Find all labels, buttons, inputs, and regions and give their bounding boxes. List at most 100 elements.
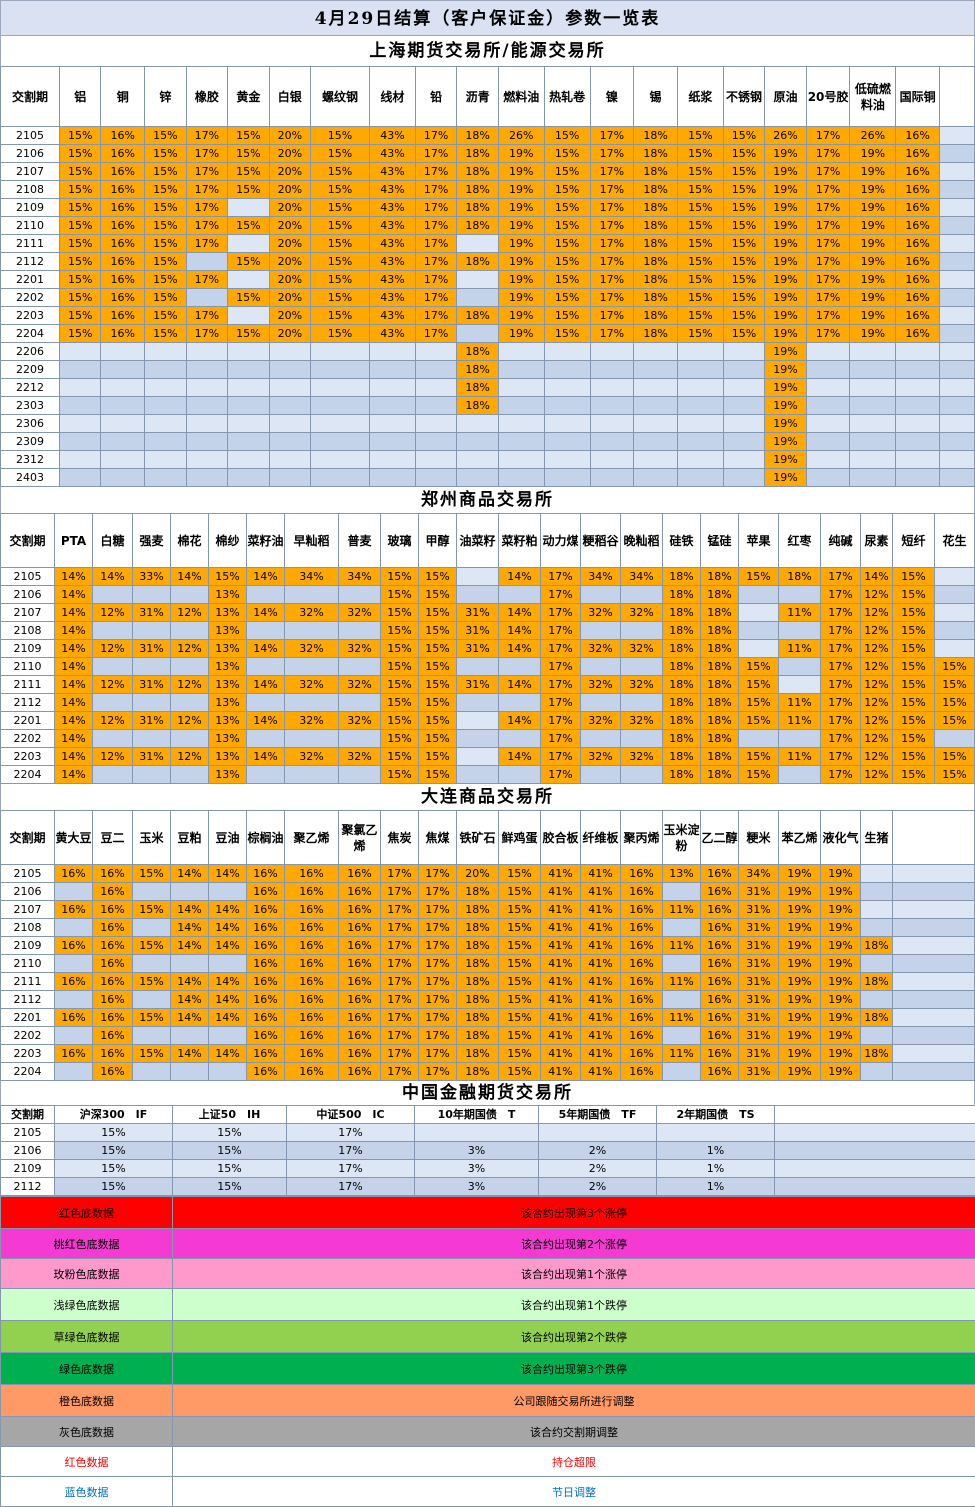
margin-cell: 17% (821, 604, 861, 622)
margin-cell (415, 469, 456, 487)
column-header: 晚籼稻 (621, 514, 663, 568)
margin-cell: 17% (419, 955, 457, 973)
margin-cell: 15% (723, 145, 764, 163)
margin-cell: 19% (779, 955, 821, 973)
margin-cell (498, 343, 544, 361)
margin-cell (145, 343, 186, 361)
legend-description: 该合约出现第3个跌停 (173, 1353, 975, 1385)
margin-cell (228, 343, 269, 361)
margin-cell: 17% (821, 694, 861, 712)
legend-description: 该合约出现第1个涨停 (173, 1259, 975, 1289)
margin-cell (285, 694, 339, 712)
margin-cell: 32% (285, 640, 339, 658)
margin-cell: 15% (544, 325, 590, 343)
margin-cell: 15% (311, 325, 370, 343)
margin-cell: 15% (544, 163, 590, 181)
dce-table: 交割期黄大豆豆二玉米豆粕豆油棕榈油聚乙烯聚氯乙烯焦炭焦煤铁矿石鲜鸡蛋胶合板纤维板… (0, 810, 975, 1081)
legend-label: 蓝色数据 (1, 1477, 173, 1507)
margin-cell: 20% (269, 163, 310, 181)
margin-cell (634, 397, 678, 415)
margin-cell: 20% (457, 865, 499, 883)
margin-cell: 17% (419, 919, 457, 937)
delivery-period-cell: 2110 (1, 658, 55, 676)
margin-cell: 32% (339, 604, 381, 622)
margin-cell: 16% (621, 919, 663, 937)
margin-cell: 18% (457, 217, 498, 235)
margin-cell: 16% (896, 181, 940, 199)
margin-cell: 15% (381, 568, 419, 586)
column-header: PTA (55, 514, 93, 568)
margin-cell: 20% (269, 181, 310, 199)
margin-cell: 17% (186, 199, 227, 217)
margin-cell: 19% (779, 1027, 821, 1045)
margin-cell: 16% (101, 235, 145, 253)
margin-cell: 17% (419, 973, 457, 991)
margin-cell: 19% (850, 253, 896, 271)
margin-cell: 15% (381, 712, 419, 730)
margin-cell: 16% (101, 289, 145, 307)
column-header: 苯乙烯 (779, 811, 821, 865)
margin-cell: 32% (621, 748, 663, 766)
margin-cell: 14% (171, 991, 209, 1009)
column-header: 甲醇 (419, 514, 457, 568)
margin-cell: 15% (145, 289, 186, 307)
delivery-period-cell: 2204 (1, 1063, 55, 1081)
section-title-shfe: 上海期货交易所/能源交易所 (0, 36, 975, 66)
margin-cell (939, 271, 974, 289)
margin-cell: 15% (381, 694, 419, 712)
margin-cell: 16% (701, 973, 739, 991)
margin-cell: 16% (701, 955, 739, 973)
margin-cell: 15% (544, 235, 590, 253)
margin-cell: 17% (821, 766, 861, 784)
margin-cell: 11% (663, 901, 701, 919)
margin-cell: 14% (209, 937, 247, 955)
margin-cell (171, 955, 209, 973)
margin-cell (939, 451, 974, 469)
delivery-period-cell: 2111 (1, 235, 60, 253)
column-header: 豆油 (209, 811, 247, 865)
column-header: 早籼稻 (285, 514, 339, 568)
margin-cell (93, 694, 133, 712)
delivery-period-cell: 2112 (1, 253, 60, 271)
margin-cell (939, 199, 974, 217)
margin-cell: 18% (634, 271, 678, 289)
margin-cell: 18% (634, 163, 678, 181)
margin-cell: 14% (209, 901, 247, 919)
margin-cell: 14% (171, 1045, 209, 1063)
margin-cell: 41% (541, 991, 581, 1009)
margin-cell (370, 379, 416, 397)
margin-cell: 15% (173, 1124, 287, 1142)
margin-cell: 17% (415, 307, 456, 325)
legend-row: 桃红色底数据该合约出现第2个涨停 (1, 1229, 975, 1259)
margin-cell: 14% (499, 604, 541, 622)
margin-cell: 15% (59, 181, 100, 199)
margin-cell (539, 1124, 657, 1142)
margin-cell: 19% (779, 883, 821, 901)
margin-cell: 32% (339, 640, 381, 658)
delivery-period-cell: 2204 (1, 325, 60, 343)
margin-cell (861, 901, 893, 919)
column-header: 油菜籽 (457, 514, 499, 568)
margin-cell: 15% (59, 217, 100, 235)
margin-cell: 19% (765, 163, 806, 181)
margin-cell: 19% (765, 469, 806, 487)
margin-cell: 17% (541, 712, 581, 730)
margin-cell: 15% (677, 181, 723, 199)
margin-cell: 14% (55, 622, 93, 640)
margin-cell: 15% (59, 199, 100, 217)
margin-cell: 18% (701, 712, 739, 730)
margin-cell: 18% (861, 1009, 893, 1027)
margin-cell: 31% (133, 676, 171, 694)
margin-cell: 15% (381, 748, 419, 766)
margin-cell (145, 415, 186, 433)
margin-cell (93, 586, 133, 604)
margin-cell (723, 433, 764, 451)
margin-cell (269, 433, 310, 451)
margin-cell: 17% (186, 163, 227, 181)
